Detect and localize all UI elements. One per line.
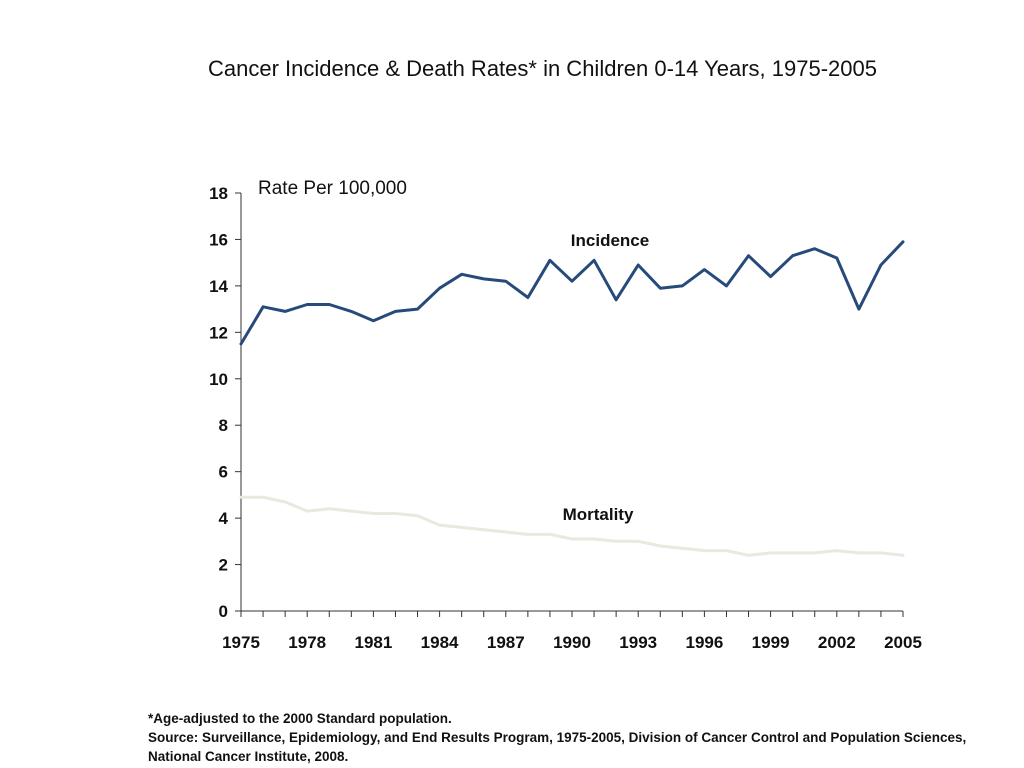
chart-title: Cancer Incidence & Death Rates* in Child… <box>208 56 877 81</box>
data-point-incidence <box>239 342 243 346</box>
data-point-mortality <box>548 533 552 536</box>
data-point-incidence <box>261 305 265 308</box>
x-tick-label: 1984 <box>421 633 459 652</box>
data-point-incidence <box>460 273 463 276</box>
data-point-incidence <box>526 296 530 299</box>
data-point-mortality <box>306 509 309 513</box>
data-point-incidence <box>857 307 861 311</box>
series <box>239 240 905 557</box>
y-tick-label: 2 <box>219 556 228 575</box>
data-point-mortality <box>416 514 419 517</box>
y-tick-label: 16 <box>209 230 228 249</box>
ticks: 0 2 4 6 8 10 12 14 16 18 1975 1978 1981 1984 1987 1990 1… <box>209 184 922 652</box>
y-tick-label: 10 <box>209 370 228 389</box>
data-point-mortality <box>791 551 794 555</box>
x-tick-label: 1978 <box>288 633 326 652</box>
x-tick-label: 2002 <box>818 633 856 652</box>
data-point-incidence <box>283 310 287 313</box>
data-point-mortality <box>460 526 463 529</box>
data-point-incidence <box>791 254 794 257</box>
data-point-incidence <box>328 303 331 306</box>
data-point-incidence <box>482 277 485 281</box>
data-point-incidence <box>350 310 353 313</box>
data-point-incidence <box>813 247 816 250</box>
data-point-incidence <box>394 310 397 313</box>
data-point-incidence <box>416 307 419 311</box>
data-point-mortality <box>813 551 816 555</box>
data-point-mortality <box>637 540 640 543</box>
data-point-incidence <box>747 254 750 257</box>
x-tick-label: 1987 <box>487 633 525 652</box>
data-point-mortality <box>570 537 574 541</box>
series-label-incidence: Incidence <box>571 231 649 250</box>
y-tick-label: 8 <box>219 416 228 435</box>
data-point-mortality <box>239 496 243 499</box>
data-point-incidence <box>879 263 883 267</box>
axes <box>240 193 903 612</box>
data-point-incidence <box>835 256 838 260</box>
data-point-incidence <box>769 275 772 278</box>
data-point-mortality <box>526 533 530 536</box>
data-point-incidence <box>637 263 640 267</box>
footnote: *Age-adjusted to the 2000 Standard popul… <box>148 709 968 766</box>
x-tick-label: 2005 <box>884 633 922 652</box>
data-point-incidence <box>592 259 596 262</box>
data-point-mortality <box>328 507 331 511</box>
data-point-mortality <box>350 509 353 513</box>
data-point-mortality <box>504 530 507 534</box>
footnote-age-adjusted: *Age-adjusted to the 2000 Standard popul… <box>148 711 452 726</box>
y-tick-label: 0 <box>219 602 228 621</box>
x-tick-label: 1975 <box>222 633 260 652</box>
y-axis-label: Rate Per 100,000 <box>258 178 407 199</box>
data-point-incidence <box>372 319 375 322</box>
data-point-incidence <box>703 268 706 271</box>
data-point-incidence <box>659 287 662 290</box>
data-point-incidence <box>901 240 905 243</box>
data-point-mortality <box>372 512 375 515</box>
y-tick-label: 14 <box>209 277 228 296</box>
data-point-incidence <box>614 298 618 302</box>
x-tick-label: 1981 <box>354 633 392 652</box>
data-point-mortality <box>901 554 905 557</box>
x-tick-label: 1999 <box>752 633 790 652</box>
data-point-mortality <box>482 528 485 531</box>
data-point-mortality <box>592 537 596 541</box>
series-label-mortality: Mortality <box>563 505 634 524</box>
data-point-incidence <box>548 259 552 262</box>
data-point-mortality <box>283 500 287 504</box>
y-tick-label: 12 <box>209 323 228 342</box>
data-point-incidence <box>438 287 441 290</box>
data-point-mortality <box>659 544 662 548</box>
data-point-incidence <box>306 303 309 306</box>
data-point-mortality <box>438 523 441 527</box>
data-point-mortality <box>681 547 684 550</box>
data-point-mortality <box>261 496 265 499</box>
data-point-incidence <box>681 284 684 288</box>
y-tick-label: 18 <box>209 184 228 203</box>
data-point-incidence <box>570 280 574 283</box>
data-point-mortality <box>879 551 883 555</box>
data-point-mortality <box>857 551 861 555</box>
y-tick-label: 6 <box>219 463 228 482</box>
x-tick-label: 1990 <box>553 633 591 652</box>
data-point-mortality <box>835 549 838 552</box>
series-line-incidence <box>239 240 905 346</box>
data-point-mortality <box>614 540 618 543</box>
data-point-mortality <box>769 551 772 555</box>
data-point-mortality <box>703 549 706 552</box>
data-point-mortality <box>394 512 397 515</box>
data-point-mortality <box>747 554 750 557</box>
footnote-source: Source: Surveillance, Epidemiology, and … <box>148 730 967 764</box>
data-point-incidence <box>725 284 728 288</box>
y-tick-label: 4 <box>219 509 229 528</box>
labels: Incidence Mortality Rate Per 100,000 <box>258 178 649 524</box>
data-point-incidence <box>504 280 507 283</box>
data-point-mortality <box>725 549 728 552</box>
x-tick-label: 1993 <box>619 633 657 652</box>
x-tick-label: 1996 <box>685 633 723 652</box>
